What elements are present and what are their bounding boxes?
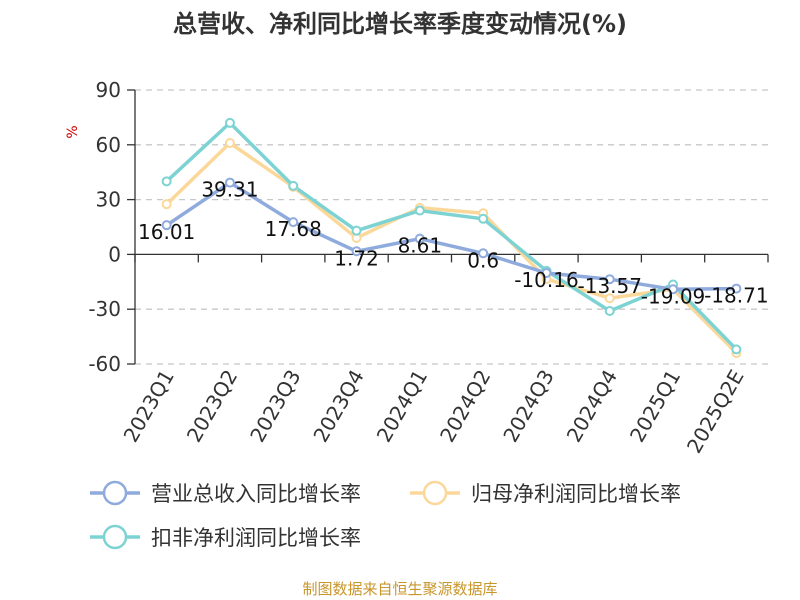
axes — [127, 89, 769, 365]
legend-item-1[interactable]: 营业总收入同比增长率 — [90, 480, 361, 506]
y-tick-label: 0 — [108, 242, 121, 266]
data-label: 17.68 — [265, 217, 322, 241]
data-labels: 16.0139.3117.681.728.610.6-10.16-13.57-1… — [138, 178, 769, 309]
data-point — [161, 176, 172, 187]
x-tick-label: 2025Q2E — [682, 366, 749, 458]
y-tick-label: -30 — [88, 297, 121, 321]
x-tick-label: 2023Q2 — [182, 366, 242, 447]
legend-label: 归母净利润同比增长率 — [471, 482, 681, 506]
data-point — [478, 248, 489, 259]
data-label: -19.09 — [641, 284, 705, 308]
data-label: 39.31 — [201, 178, 258, 202]
x-tick-label: 2025Q1 — [625, 366, 685, 447]
y-axis-label: % — [65, 125, 81, 138]
series-line-1 — [165, 180, 737, 292]
data-point — [224, 117, 235, 128]
x-tick-label: 2024Q2 — [435, 366, 495, 447]
data-point — [414, 205, 425, 216]
y-tick-label: 60 — [96, 133, 121, 157]
series-points — [161, 117, 742, 359]
legend-swatch-marker — [102, 480, 128, 506]
x-tick-label: 2023Q3 — [245, 366, 305, 447]
series-lines — [165, 121, 738, 355]
x-tick-label: 2024Q4 — [562, 366, 622, 447]
data-point — [731, 283, 742, 294]
data-label: 1.72 — [334, 246, 379, 270]
data-point — [161, 220, 172, 231]
data-label: 8.61 — [398, 234, 443, 258]
legend-item-3[interactable]: 扣非净利润同比增长率 — [90, 524, 361, 550]
x-tick-label: 2023Q1 — [119, 366, 179, 447]
series-line-2 — [165, 141, 738, 355]
chart-title: 总营收、净利同比增长率季度变动情况(%) — [173, 10, 627, 38]
data-point — [161, 199, 172, 210]
legend-label: 扣非净利润同比增长率 — [151, 526, 361, 550]
legend-label: 营业总收入同比增长率 — [151, 482, 361, 506]
y-tick-label: 30 — [96, 188, 121, 212]
x-tick-labels: 2023Q1 2023Q2 2023Q3 2023Q4 2024Q1 2024Q2 2024… — [119, 366, 749, 458]
y-tick-label: 90 — [96, 78, 121, 102]
x-tick-label: 2023Q4 — [308, 366, 368, 447]
y-tick-label: -60 — [88, 352, 121, 376]
data-point — [288, 217, 299, 228]
source-note: 制图数据来自恒生聚源数据库 — [302, 580, 497, 598]
data-point — [668, 284, 679, 295]
data-label: 0.6 — [467, 248, 499, 272]
data-point — [351, 246, 362, 257]
x-tick-label: 2024Q3 — [498, 366, 558, 447]
data-point — [224, 177, 235, 188]
data-point — [541, 267, 552, 278]
data-label: -13.57 — [578, 274, 642, 298]
data-point — [604, 274, 615, 285]
y-tick-labels: 90 60 30 0 -30 -60 — [88, 78, 121, 376]
data-label: -10.16 — [514, 268, 578, 292]
data-point — [604, 306, 615, 317]
grid-lines — [135, 89, 768, 365]
legend-swatch-marker — [422, 480, 448, 506]
data-point — [478, 213, 489, 224]
legend-item-2[interactable]: 归母净利润同比增长率 — [410, 480, 681, 506]
data-point — [224, 137, 235, 148]
data-label: -18.71 — [704, 284, 768, 308]
data-point — [414, 233, 425, 244]
data-label: 16.01 — [138, 220, 195, 244]
data-point — [288, 180, 299, 191]
data-point — [604, 293, 615, 304]
legend-swatch-marker — [102, 524, 128, 550]
series-line-3 — [165, 121, 738, 351]
x-tick-label: 2024Q1 — [372, 366, 432, 447]
data-point — [731, 344, 742, 355]
data-point — [351, 225, 362, 236]
